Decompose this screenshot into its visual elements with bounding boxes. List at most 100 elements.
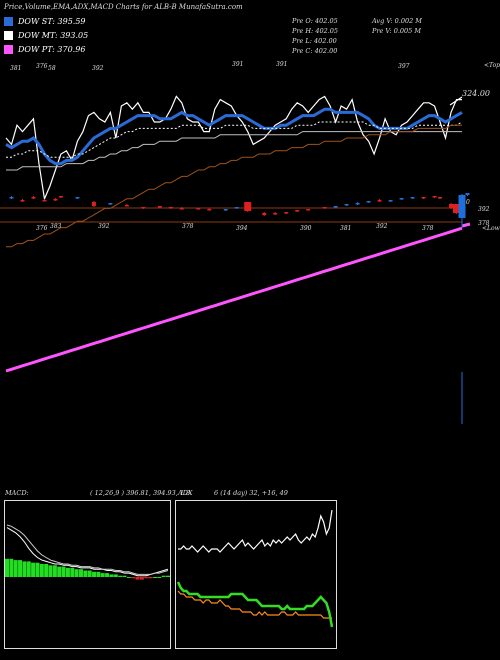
candle-body: [355, 203, 360, 205]
macd-histogram-bar: [148, 577, 153, 579]
macd-title: MACD:: [5, 489, 29, 497]
macd-histogram-bar: [139, 577, 144, 580]
trough-label: 392: [376, 223, 388, 230]
candle-body: [58, 196, 63, 198]
trough-label: 383: [50, 223, 62, 230]
adx-chart: [176, 509, 334, 628]
series-ema-200-line: [6, 124, 462, 248]
macd-histogram-bar: [113, 574, 118, 577]
macd-histogram-bar: [52, 565, 57, 577]
candle-body: [449, 204, 454, 208]
macd-chart: [5, 524, 170, 580]
ema-lines: [5, 95, 471, 373]
legend-dow-mt: DOW MT: 393.05: [4, 31, 88, 40]
dow-pt-trend-line: [5, 226, 463, 373]
macd-histogram-bar: [105, 573, 110, 577]
macd-macd-line: [6, 527, 169, 577]
candle-body: [295, 210, 300, 212]
candle-body: [223, 209, 228, 211]
candle-body: [244, 202, 252, 211]
candle-body: [53, 199, 58, 201]
candle-body: [284, 212, 289, 214]
macd-histogram-bar: [161, 575, 166, 577]
macd-histogram-bar: [22, 561, 27, 577]
macd-histogram-bar: [100, 573, 105, 577]
peak-label: 391: [276, 61, 287, 68]
trough-label: 378: [182, 223, 194, 230]
candle-body: [421, 197, 426, 199]
low-label: <Low: [482, 225, 500, 232]
macd-histogram-bar: [44, 564, 49, 577]
top-label: <Top: [484, 62, 500, 69]
trough-label: 390: [300, 225, 312, 232]
legend-label: DOW PT: 370.96: [18, 45, 86, 54]
macd-histogram-bar: [39, 564, 44, 577]
candle-body: [262, 213, 267, 215]
peak-label: 391: [232, 61, 243, 68]
macd-histogram-bar: [126, 577, 131, 578]
close-line-extension: [449, 96, 463, 106]
macd-histogram-bar: [9, 558, 14, 577]
candle-body: [366, 201, 371, 203]
macd-histogram-bar: [61, 566, 66, 577]
candle-body: [207, 209, 212, 211]
prev-open: Pre O: 402.05: [292, 17, 338, 25]
candle-body: [168, 207, 173, 209]
macd-signal-line: [6, 524, 169, 575]
candle-body: [388, 200, 393, 202]
macd-histogram-bar: [157, 577, 162, 578]
macd-histogram-bar: [5, 558, 9, 577]
candle-body: [322, 207, 327, 209]
candle-body: [157, 206, 162, 208]
candle-body: [344, 204, 349, 206]
candle-body: [399, 198, 404, 200]
series-close-line: [5, 95, 462, 201]
candle-body: [234, 207, 239, 209]
adx-minus-di-line: [176, 581, 334, 628]
legend-swatch: [4, 31, 13, 40]
macd-histogram-bar: [135, 577, 140, 580]
candle-body: [465, 193, 470, 195]
candle-body: [31, 197, 36, 199]
candle-body: [141, 207, 146, 209]
macd-histogram-bar: [166, 575, 170, 577]
macd-params: ( 12,26,9 ) 396.81, 394.93, 1.8: [90, 489, 191, 497]
adx-panel: [175, 500, 337, 649]
candle-body: [432, 196, 437, 198]
candle-body: [458, 195, 466, 218]
trough-label: 381: [340, 225, 351, 232]
avg-volume: Avg V: 0.002 M: [372, 17, 422, 25]
candle-body: [453, 204, 461, 213]
macd-histogram-bar: [26, 561, 31, 577]
candle-body: [179, 208, 184, 210]
candle-body: [306, 209, 311, 211]
legend-label: DOW MT: 393.05: [18, 31, 89, 40]
macd-histogram-bar: [74, 569, 79, 577]
candle-body: [9, 197, 14, 199]
grid-lines: [0, 207, 462, 223]
macd-histogram-bar: [13, 560, 18, 577]
candle-body: [108, 203, 113, 205]
adx-plusminus-di-line: [177, 590, 332, 619]
adx-adx-line: [178, 509, 333, 553]
candle-body: [377, 200, 382, 202]
macd-histogram-bar: [92, 571, 97, 577]
dow-pt-trend-end: [461, 222, 471, 228]
macd-histogram-bar: [96, 571, 101, 577]
chart-title: Price,Volume,EMA,ADX,MACD Charts for ALB…: [4, 3, 243, 11]
macd-histogram-bar: [144, 577, 149, 579]
peak-label: 381: [10, 65, 21, 72]
candle-body: [410, 197, 415, 199]
peak-label: 58: [48, 65, 56, 72]
macd-histogram-bar: [70, 567, 75, 577]
peak-label: 376: [36, 63, 48, 70]
macd-histogram-bar: [48, 565, 53, 577]
candles: [9, 193, 470, 424]
legend-label: DOW ST: 395.59: [18, 17, 86, 26]
macd-histogram-bar: [118, 575, 123, 577]
macd-histogram-bar: [78, 569, 83, 577]
adx-params: 6 (14 day) 32, +16, 49: [214, 489, 288, 497]
peak-label: 397: [398, 63, 410, 70]
trough-label: 378: [422, 225, 434, 232]
